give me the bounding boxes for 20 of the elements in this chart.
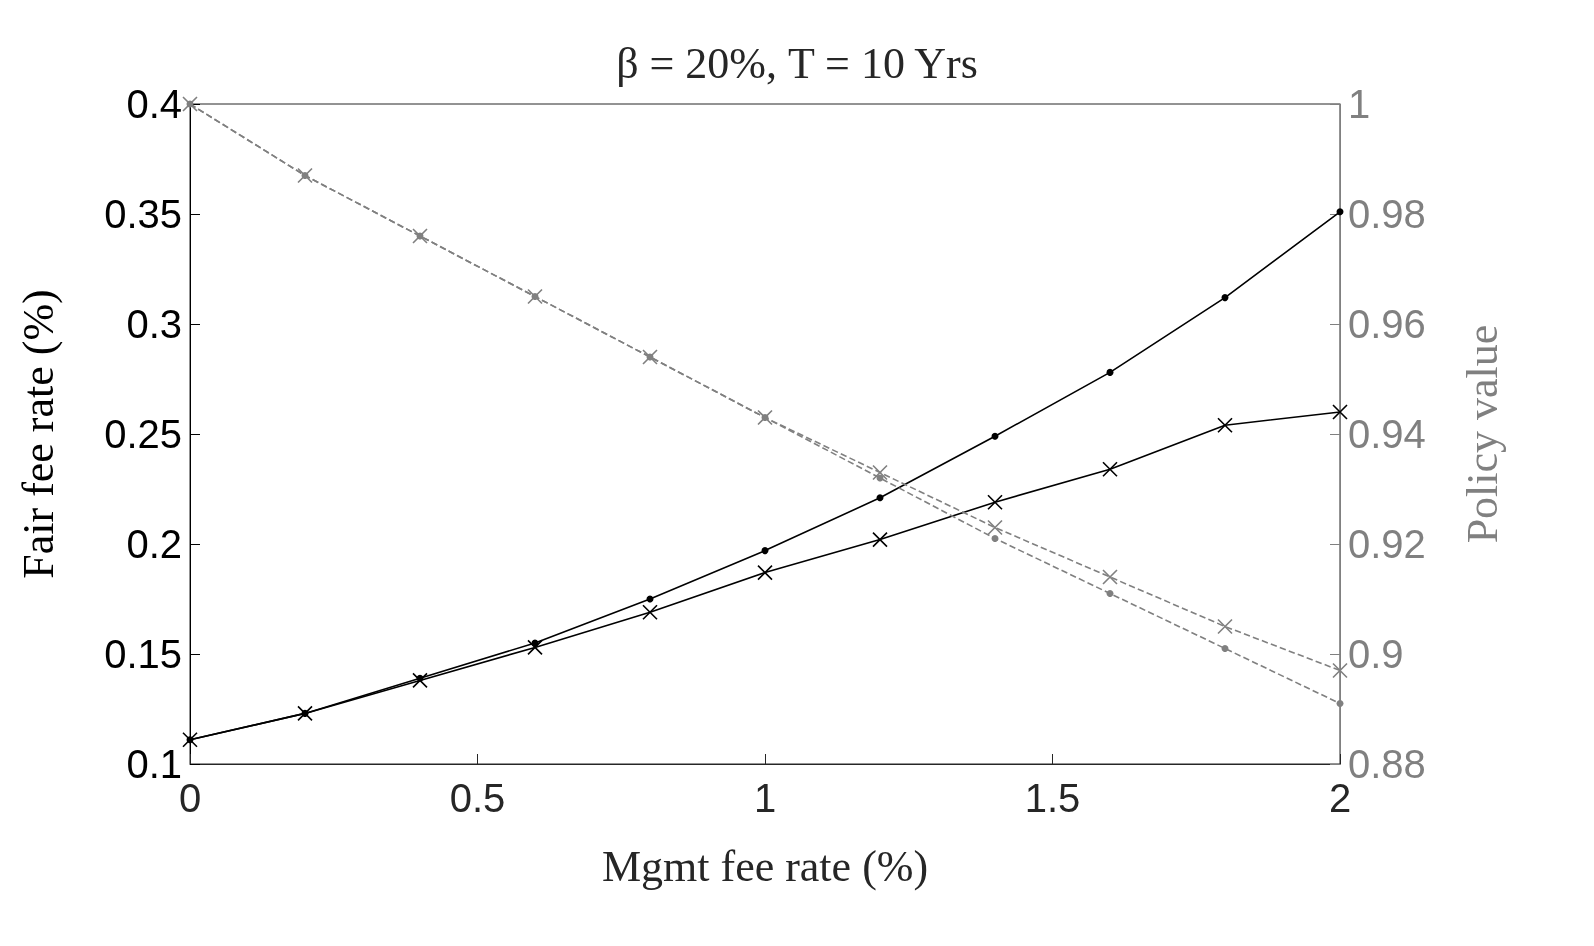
y-tick-label: 0.15 (104, 632, 182, 676)
y2-tick-label: 0.98 (1348, 192, 1426, 236)
y-tick-label: 0.25 (104, 412, 182, 456)
y2-tick-label: 0.96 (1348, 302, 1426, 346)
y2-tick-label: 0.92 (1348, 522, 1426, 566)
chart-title: β = 20%, T = 10 Yrs (616, 38, 978, 88)
y2-axis-title: Policy value (1457, 324, 1507, 544)
y-tick-label: 0.4 (126, 82, 182, 126)
y2-tick-label: 0.9 (1348, 632, 1404, 676)
y-tick-label: 0.3 (126, 302, 182, 346)
y2-tick-label: 1 (1348, 82, 1371, 126)
y-axis-title: Fair fee rate (%) (13, 289, 63, 579)
x-axis-title: Mgmt fee rate (%) (601, 841, 929, 891)
x-tick-label: 0.5 (449, 776, 506, 820)
y-tick-label: 0.2 (126, 522, 182, 566)
x-tick-label: 1 (753, 776, 777, 820)
y-tick-label: 0.35 (104, 192, 182, 236)
y2-tick-label: 0.94 (1348, 412, 1426, 456)
x-tick-label: 1.5 (1024, 776, 1081, 820)
y-tick-label: 0.1 (126, 742, 182, 786)
